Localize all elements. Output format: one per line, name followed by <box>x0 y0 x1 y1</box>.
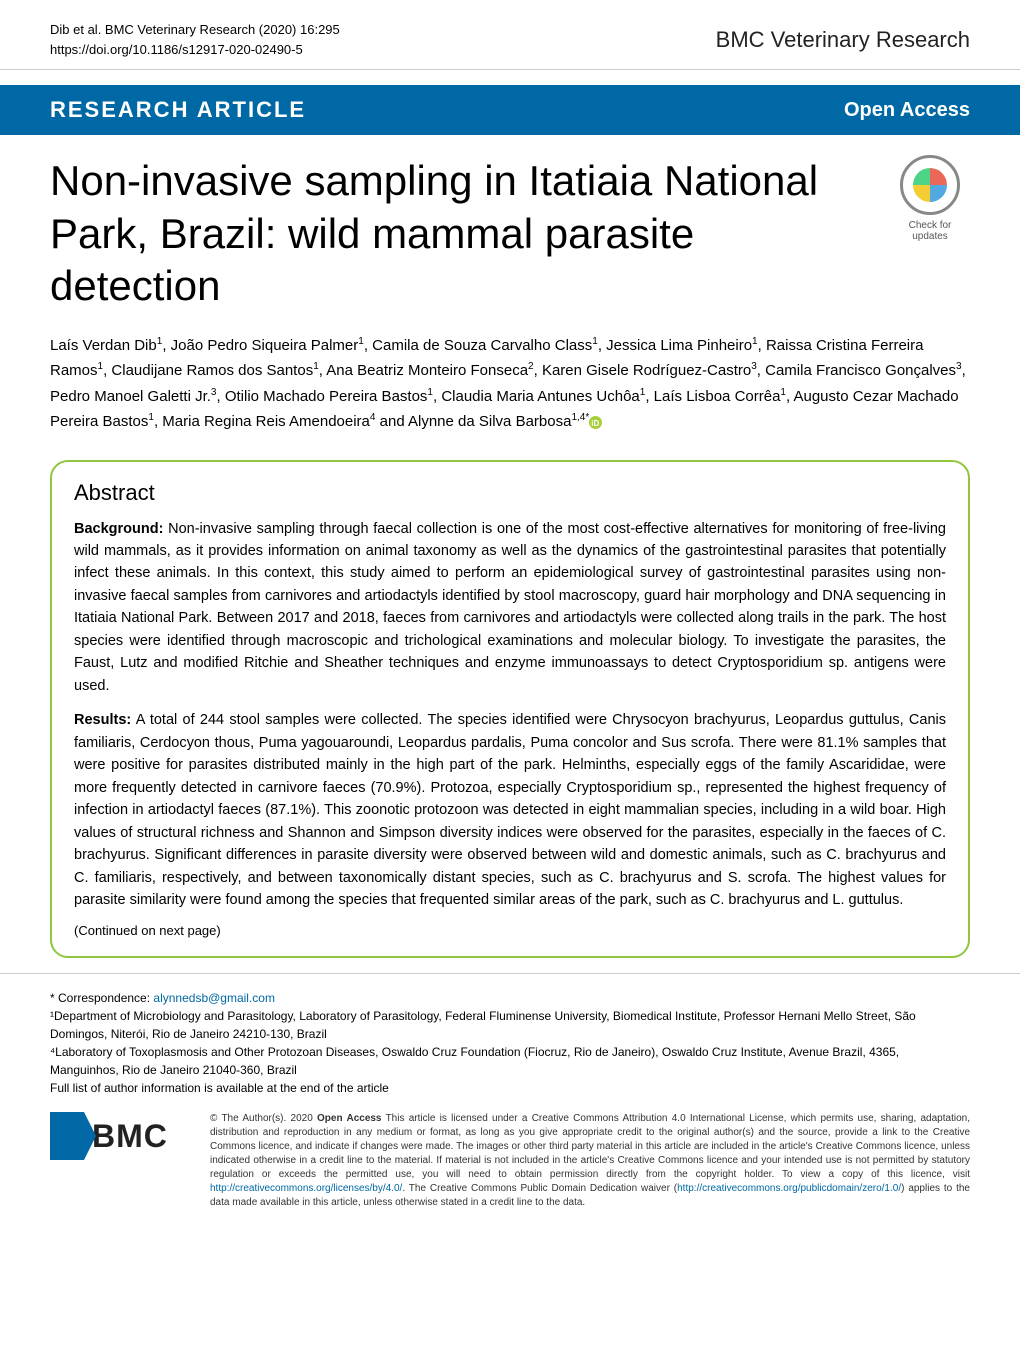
author: , Claudijane Ramos dos Santos <box>103 362 313 379</box>
license-link-1[interactable]: http://creativecommons.org/licenses/by/4… <box>210 1183 402 1194</box>
citation-line-1: Dib et al. BMC Veterinary Research (2020… <box>50 20 340 40</box>
affil-sup: 1,4* <box>571 412 589 423</box>
abstract-results: Results: A total of 244 stool samples we… <box>74 709 946 911</box>
results-label: Results: <box>74 712 131 728</box>
author: , João Pedro Siqueira Palmer <box>162 337 358 354</box>
correspondence-block: * Correspondence: alynnedsb@gmail.com ¹D… <box>50 989 970 1097</box>
author: , Maria Regina Reis Amendoeira <box>154 413 370 430</box>
bottom-row: BMC © The Author(s). 2020 Open Access Th… <box>50 1112 970 1210</box>
footer-section: * Correspondence: alynnedsb@gmail.com ¹D… <box>0 973 1020 1230</box>
bmc-flag-icon <box>50 1112 84 1160</box>
author: , Otilio Machado Pereira Bastos <box>216 388 427 405</box>
correspondence-email[interactable]: alynnedsb@gmail.com <box>153 991 275 1005</box>
crossmark-icon <box>900 155 960 215</box>
background-label: Background: <box>74 521 163 537</box>
bmc-logo-text: BMC <box>92 1118 168 1155</box>
open-access-bold: Open Access <box>317 1113 381 1124</box>
article-title: Non-invasive sampling in Itatiaia Nation… <box>50 155 870 313</box>
affiliation-4: ⁴Laboratory of Toxoplasmosis and Other P… <box>50 1043 970 1079</box>
author-list: Laís Verdan Dib1, João Pedro Siqueira Pa… <box>0 313 1020 445</box>
journal-logo: BMC Veterinary Research <box>716 27 970 53</box>
author: , Camila Francisco Gonçalves <box>757 362 956 379</box>
open-access-label: Open Access <box>844 99 970 122</box>
results-text: A total of 244 stool samples were collec… <box>74 712 946 908</box>
abstract-heading: Abstract <box>74 480 946 506</box>
abstract-background: Background: Non-invasive sampling throug… <box>74 518 946 698</box>
title-section: Non-invasive sampling in Itatiaia Nation… <box>0 135 1020 313</box>
article-type-label: RESEARCH ARTICLE <box>50 97 306 123</box>
header-bar: Dib et al. BMC Veterinary Research (2020… <box>0 0 1020 70</box>
copyright: © The Author(s). 2020 <box>210 1113 317 1124</box>
author: , Laís Lisboa Corrêa <box>645 388 780 405</box>
crossmark-badge[interactable]: Check for updates <box>890 155 970 242</box>
author: , Ana Beatriz Monteiro Fonseca <box>319 362 528 379</box>
continued-note: (Continued on next page) <box>74 923 946 938</box>
citation-line-2: https://doi.org/10.1186/s12917-020-02490… <box>50 40 340 60</box>
full-author-list-note: Full list of author information is avail… <box>50 1079 970 1097</box>
author: , Claudia Maria Antunes Uchôa <box>433 388 640 405</box>
author: , Camila de Souza Carvalho Class <box>364 337 592 354</box>
background-text: Non-invasive sampling through faecal col… <box>74 521 946 694</box>
license-text: © The Author(s). 2020 Open Access This a… <box>210 1112 970 1210</box>
author: and Alynne da Silva Barbosa <box>375 413 571 430</box>
license-link-2[interactable]: http://creativecommons.org/publicdomain/… <box>677 1183 901 1194</box>
bmc-logo: BMC <box>50 1112 190 1160</box>
author: Laís Verdan Dib <box>50 337 157 354</box>
orcid-icon[interactable] <box>589 416 602 429</box>
article-type-bar: RESEARCH ARTICLE Open Access <box>0 85 1020 135</box>
correspondence-label: * Correspondence: <box>50 991 153 1005</box>
license-body-2: . The Creative Commons Public Domain Ded… <box>402 1183 677 1194</box>
abstract-box: Abstract Background: Non-invasive sampli… <box>50 460 970 959</box>
author: , Karen Gisele Rodríguez-Castro <box>534 362 752 379</box>
citation-block: Dib et al. BMC Veterinary Research (2020… <box>50 20 340 59</box>
author: , Jessica Lima Pinheiro <box>598 337 752 354</box>
crossmark-label: Check for updates <box>890 220 970 242</box>
affiliation-1: ¹Department of Microbiology and Parasito… <box>50 1007 970 1043</box>
